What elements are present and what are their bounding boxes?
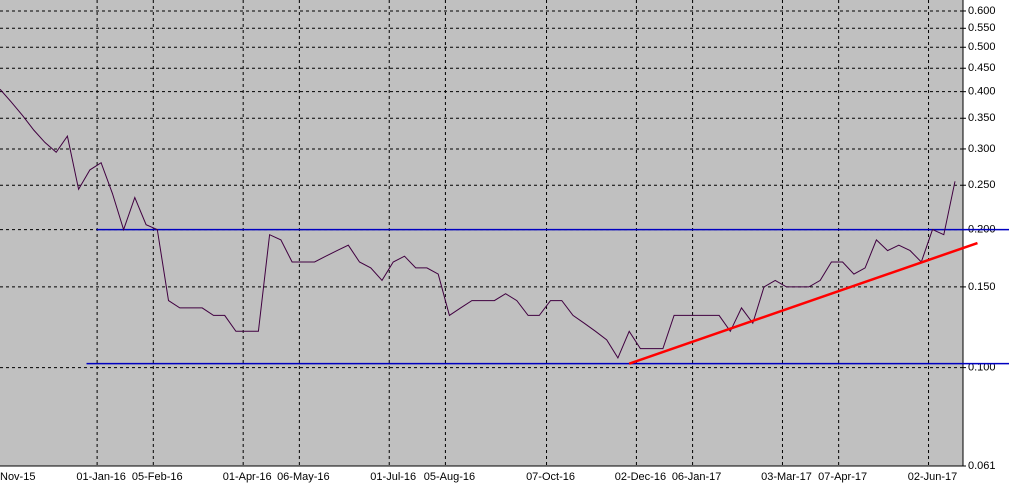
y-tick-label: 0.450 xyxy=(968,62,996,74)
y-tick-label: 0.300 xyxy=(968,143,996,155)
x-tick-label: 05-Aug-16 xyxy=(424,471,475,483)
x-tick-label: 06-Jan-17 xyxy=(672,471,722,483)
x-tick-label: 02-Dec-16 xyxy=(615,471,666,483)
y-tick-label: 0.400 xyxy=(968,86,996,98)
x-tick-label: 01-Apr-16 xyxy=(223,471,272,483)
x-tick-label: 07-Apr-17 xyxy=(818,471,867,483)
y-tick-label: 0.150 xyxy=(968,281,996,293)
y-tick-label: 0.500 xyxy=(968,41,996,53)
y-tick-label: 0.350 xyxy=(968,112,996,124)
trend-line xyxy=(628,241,978,365)
price-line xyxy=(0,88,956,359)
y-tick-label: 0.550 xyxy=(968,22,996,34)
x-tick-label: 07-Oct-16 xyxy=(526,471,575,483)
y-tick-label: 0.061 xyxy=(968,460,996,472)
x-tick-label: 01-Jan-16 xyxy=(76,471,126,483)
x-tick-label: Nov-15 xyxy=(0,471,35,483)
y-tick-label: 0.100 xyxy=(968,362,996,374)
x-tick-label: 01-Jul-16 xyxy=(370,471,416,483)
y-tick-label: 0.250 xyxy=(968,179,996,191)
x-tick-label: 02-Jun-17 xyxy=(908,471,958,483)
x-tick-label: 05-Feb-16 xyxy=(132,471,183,483)
plot-area xyxy=(0,0,963,466)
x-tick-label: 06-May-16 xyxy=(277,471,330,483)
y-tick-label: 0.600 xyxy=(968,5,996,17)
x-tick-label: 03-Mar-17 xyxy=(761,471,812,483)
